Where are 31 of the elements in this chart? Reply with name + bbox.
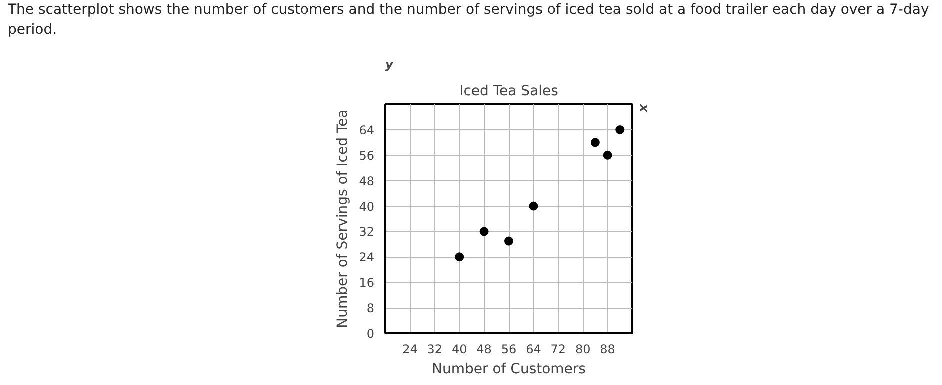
- y-tick-label: 48: [359, 174, 375, 188]
- text: x: [638, 104, 652, 114]
- point: [529, 202, 538, 211]
- x-tick-label: 88: [600, 342, 616, 356]
- y-axis-title: Number of Servings of Iced Tea: [335, 110, 352, 328]
- point: [480, 227, 489, 236]
- point: [616, 125, 625, 134]
- chart-subtitle: The scatterplot shows the number of customers and the number of servings of iced tea sold at a food trailer each day over a 7-day period.: [8, 1, 930, 40]
- x-tick-label: 56: [501, 342, 517, 356]
- point: [590, 138, 600, 148]
- point: [504, 236, 514, 246]
- y-tick-label: 32: [359, 225, 375, 240]
- y-tick-label: 24: [359, 250, 375, 265]
- x-tick-label: 72: [550, 342, 566, 356]
- x-tick-label: 40: [452, 342, 468, 356]
- y-tick-label: 0: [366, 327, 375, 341]
- x-tick-label: 24: [402, 342, 418, 356]
- x-tick-label: 32: [427, 342, 443, 356]
- y-tick-label: 16: [359, 276, 375, 290]
- x-axis-title: Number of Customers: [432, 362, 586, 378]
- point: [603, 150, 612, 160]
- text: y: [386, 58, 394, 72]
- x-tick-label: 80: [575, 342, 591, 356]
- y-tick-label: 8: [366, 302, 375, 316]
- y-tick-label: 40: [359, 200, 375, 214]
- x-tick-label: 64: [526, 342, 542, 356]
- y-tick-label: 64: [359, 123, 375, 138]
- x-tick-label: 48: [476, 342, 492, 356]
- point: [455, 252, 464, 262]
- chart-title: Iced Tea Sales: [460, 84, 558, 100]
- y-tick-label: 56: [359, 148, 375, 163]
